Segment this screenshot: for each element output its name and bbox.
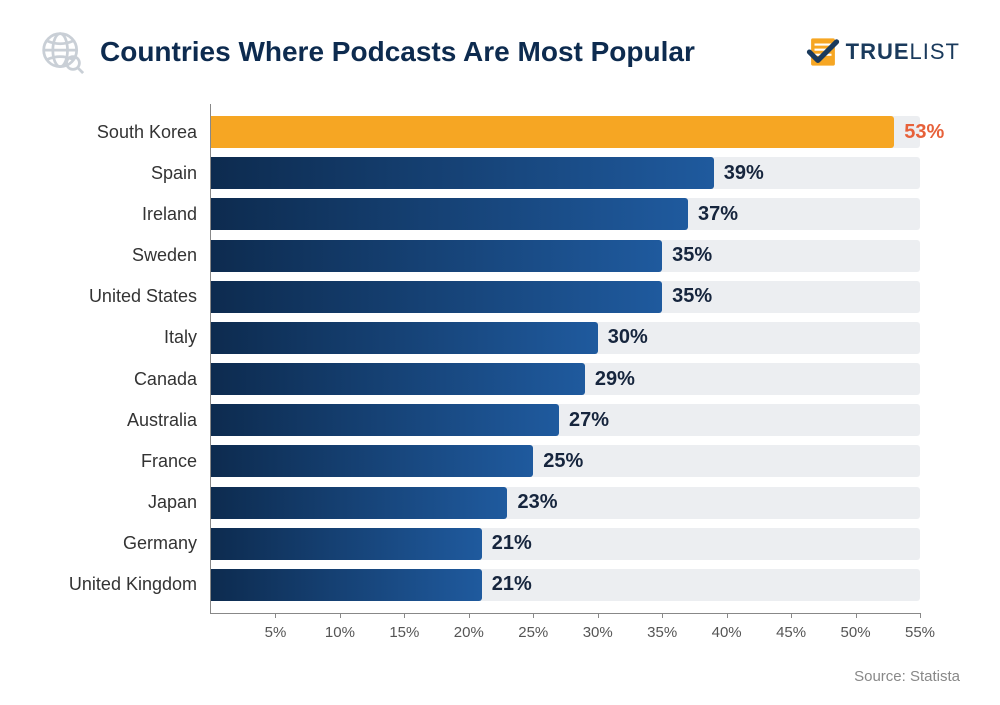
bar-row: Japan23%: [211, 487, 920, 519]
brand-logo: TRUELIST: [806, 35, 960, 69]
bar-value: 35%: [662, 244, 712, 267]
x-tick-mark: [340, 613, 341, 618]
x-tick-mark: [920, 613, 921, 618]
bar-label: Canada: [134, 369, 211, 390]
bar-row: South Korea53%: [211, 116, 920, 148]
bar-row: Germany21%: [211, 528, 920, 560]
bar-row: Italy30%: [211, 322, 920, 354]
bar-label: United States: [89, 286, 211, 307]
bar-value: 39%: [714, 162, 764, 185]
bar-row: Sweden35%: [211, 240, 920, 272]
bar-fill: [211, 363, 585, 395]
bar-label: Germany: [123, 533, 211, 554]
bar-value: 23%: [507, 491, 557, 514]
bar-fill: [211, 569, 482, 601]
x-tick-mark: [404, 613, 405, 618]
bar-value: 29%: [585, 368, 635, 391]
bar-value: 25%: [533, 450, 583, 473]
bar-label: South Korea: [97, 122, 211, 143]
x-tick-mark: [727, 613, 728, 618]
x-tick-mark: [856, 613, 857, 618]
logo-thin: LIST: [910, 39, 960, 64]
bar-fill: [211, 445, 533, 477]
x-tick-label: 30%: [583, 624, 613, 641]
logo-mark-icon: [806, 35, 840, 69]
source-text: Source: Statista: [854, 668, 960, 685]
bar-chart: South Korea53% Spain39% Ireland37% Sweden35…: [210, 104, 920, 654]
x-tick-mark: [533, 613, 534, 618]
bar-fill: [211, 157, 714, 189]
bar-fill: [211, 404, 559, 436]
x-tick-mark: [598, 613, 599, 618]
bar-row: United Kingdom21%: [211, 569, 920, 601]
bar-fill: [211, 198, 688, 230]
bar-value: 53%: [894, 121, 944, 144]
x-tick-label: 5%: [265, 624, 287, 641]
bar-label: Ireland: [142, 204, 211, 225]
page-title: Countries Where Podcasts Are Most Popula…: [100, 36, 695, 68]
x-tick-label: 55%: [905, 624, 935, 641]
bar-row: United States35%: [211, 281, 920, 313]
bar-row: Spain39%: [211, 157, 920, 189]
x-tick-label: 40%: [712, 624, 742, 641]
x-tick-mark: [275, 613, 276, 618]
bar-fill: [211, 322, 598, 354]
bar-label: United Kingdom: [69, 574, 211, 595]
x-tick-label: 50%: [841, 624, 871, 641]
x-tick-mark: [469, 613, 470, 618]
bar-row: Australia27%: [211, 404, 920, 436]
bar-label: Spain: [151, 163, 211, 184]
bar-label: Japan: [148, 492, 211, 513]
bar-row: Canada29%: [211, 363, 920, 395]
bar-fill: [211, 528, 482, 560]
x-tick-mark: [662, 613, 663, 618]
title-wrap: Countries Where Podcasts Are Most Popula…: [40, 30, 695, 74]
bar-label: Italy: [164, 327, 211, 348]
x-tick-mark: [791, 613, 792, 618]
bars-container: South Korea53% Spain39% Ireland37% Sweden35…: [211, 116, 920, 601]
globe-search-icon: [40, 30, 84, 74]
bar-label: France: [141, 451, 211, 472]
header: Countries Where Podcasts Are Most Popula…: [40, 30, 960, 74]
bar-fill: [211, 240, 662, 272]
bar-fill: [211, 487, 507, 519]
bar-fill: [211, 281, 662, 313]
bar-value: 35%: [662, 285, 712, 308]
bar-value: 27%: [559, 409, 609, 432]
x-tick-label: 45%: [776, 624, 806, 641]
logo-bold: TRUE: [846, 39, 910, 64]
bar-fill: [211, 116, 894, 148]
plot-area: South Korea53% Spain39% Ireland37% Sweden35…: [210, 104, 920, 614]
bar-row: France25%: [211, 445, 920, 477]
bar-label: Australia: [127, 410, 211, 431]
bar-label: Sweden: [132, 245, 211, 266]
x-tick-label: 20%: [454, 624, 484, 641]
logo-text: TRUELIST: [846, 39, 960, 65]
x-tick-label: 35%: [647, 624, 677, 641]
bar-value: 21%: [482, 532, 532, 555]
x-tick-label: 25%: [518, 624, 548, 641]
bar-value: 21%: [482, 573, 532, 596]
x-tick-label: 10%: [325, 624, 355, 641]
bar-value: 37%: [688, 203, 738, 226]
x-tick-label: 15%: [389, 624, 419, 641]
bar-row: Ireland37%: [211, 198, 920, 230]
bar-value: 30%: [598, 326, 648, 349]
